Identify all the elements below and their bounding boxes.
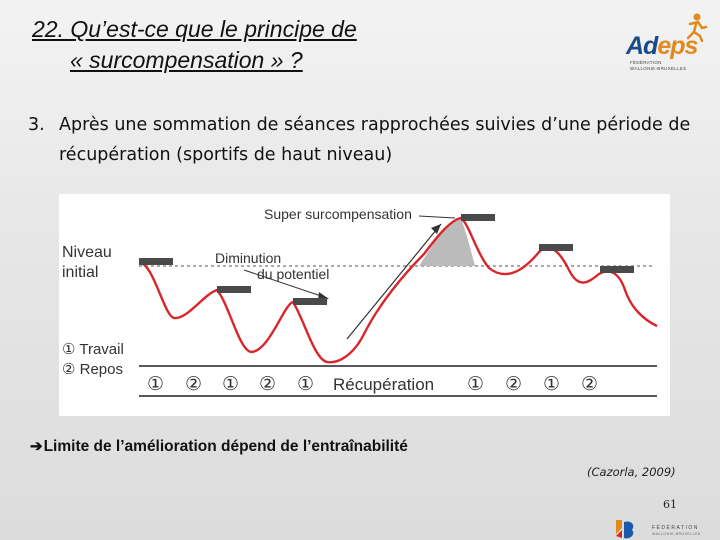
work-bar: [139, 258, 173, 265]
legend-travail: ① Travail: [62, 341, 124, 358]
label-super-surcompensation: Super surcompensation: [264, 206, 412, 222]
slide-title: 22. Qu’est-ce que le principe de « surco…: [32, 14, 452, 76]
work-bar: [539, 244, 573, 251]
phase-marker: ②: [185, 374, 203, 395]
legend-repos: ② Repos: [62, 361, 123, 378]
federation-logo-icon: [616, 520, 634, 539]
surcompensation-diagram: Super surcompensation Niveau initial Dim…: [59, 194, 670, 416]
limit-text: Limite de l’amélioration dépend de l’ent…: [43, 438, 408, 455]
slide-title-line2: « surcompensation » ?: [70, 47, 303, 73]
page-number: 61: [663, 498, 677, 511]
phase-marker: ①: [147, 374, 165, 395]
point-number: 3.: [28, 115, 45, 135]
work-bar: [217, 286, 251, 293]
performance-curve: [138, 216, 658, 364]
phase-marker: ①: [467, 374, 485, 395]
adeps-logo: Adeps FÉDÉRATION WALLONIE-BRUXELLES: [618, 8, 710, 72]
phase-marker: ②: [505, 374, 523, 395]
label-initial: initial: [62, 264, 99, 281]
phase-marker: ①: [297, 374, 315, 395]
phase-marker: ①: [222, 374, 240, 395]
work-bar: [293, 298, 327, 305]
super-pointer: [418, 215, 456, 219]
supercompensation-area: [419, 218, 475, 266]
recovery-arrow: [346, 223, 442, 340]
recovery-arrow-head: [431, 224, 441, 234]
limit-note: ➔Limite de l’amélioration dépend de l’en…: [30, 437, 408, 456]
federation-logo-line2: WALLONIE-BRUXELLES: [652, 532, 701, 536]
citation: (Cazorla, 2009): [587, 465, 676, 479]
diminution-arrow: [243, 269, 328, 299]
label-diminution: Diminution: [215, 250, 282, 266]
label-niveau: Niveau: [62, 244, 112, 261]
phase-marker: ②: [581, 374, 599, 395]
work-bar: [461, 214, 495, 221]
label-du-potentiel: du potentiel: [257, 266, 330, 282]
federation-logo-line1: FÉDÉRATION: [652, 525, 699, 531]
label-recuperation: Récupération: [333, 375, 435, 394]
runner-icon: [686, 13, 708, 42]
arrow-right-icon: ➔: [30, 438, 43, 455]
point-text: Après une sommation de séances rapproché…: [59, 115, 691, 165]
diagram-canvas: [138, 214, 658, 397]
phase-marker: ②: [259, 374, 277, 395]
adeps-logo-word: Adeps: [626, 32, 698, 60]
federation-footer-logo: FÉDÉRATION WALLONIE-BRUXELLES: [612, 518, 712, 540]
adeps-logo-sub2: WALLONIE-BRUXELLES: [630, 66, 687, 71]
work-bar: [600, 266, 634, 273]
slide-title-line1: 22. Qu’est-ce que le principe de: [32, 16, 357, 42]
adeps-logo-sub1: FÉDÉRATION: [630, 60, 662, 65]
phase-marker: ①: [543, 374, 561, 395]
